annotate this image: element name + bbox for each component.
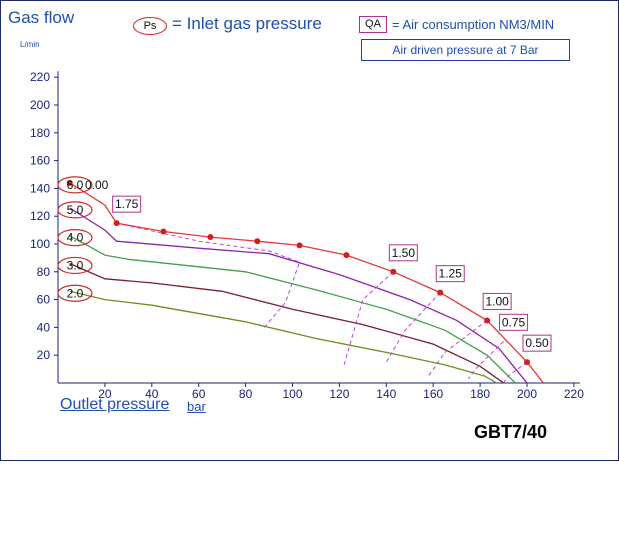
x-tick-label: 100	[282, 387, 302, 401]
ps-label-2.0: 2.0	[67, 286, 84, 300]
ps-label-5.0: 5.0	[67, 203, 84, 217]
qa-dashed-line-1.25	[385, 292, 441, 363]
y-tick-label: 220	[30, 70, 50, 84]
model-label: GBT7/40	[474, 422, 548, 442]
y-unit-label: L/min	[20, 40, 40, 49]
data-point-marker	[437, 289, 444, 296]
data-point-marker	[524, 359, 530, 366]
x-tick-label: 20	[98, 387, 112, 401]
ps-oval-2.0	[57, 284, 93, 302]
ps-label-4.0: 4.0	[67, 231, 84, 245]
x-axis-unit: bar	[187, 399, 206, 414]
series-line-4.0	[69, 235, 516, 384]
data-point-marker	[66, 179, 73, 186]
series-line-6.0	[69, 182, 544, 384]
qa-label-1.75: 1.75	[115, 197, 139, 211]
x-tick-label: 120	[329, 387, 349, 401]
x-tick-label: 180	[470, 387, 490, 401]
ps-oval-5.0	[57, 201, 93, 219]
y-tick-label: 180	[30, 126, 50, 140]
y-tick-label: 20	[37, 348, 51, 362]
ps-oval-3.0	[57, 256, 93, 275]
data-point-marker	[160, 228, 167, 235]
ps-label-6.0: 6.0	[67, 178, 84, 192]
x-axis-label: Outlet pressure	[60, 396, 170, 413]
x-tick-label: 60	[192, 387, 206, 401]
data-point-marker	[296, 242, 303, 249]
x-tick-label: 160	[423, 387, 443, 401]
ps-label-3.0: 3.0	[67, 258, 84, 272]
data-point-marker	[390, 268, 397, 275]
qa-dashed-line-1.50	[343, 271, 394, 366]
legend-qa-symbol: QA	[359, 16, 387, 33]
qa-label-0.50: 0.50	[525, 336, 549, 350]
x-tick-label: 80	[239, 387, 253, 401]
data-point-marker	[484, 317, 491, 324]
qa-box-1.25	[435, 265, 465, 283]
qa-label-1.50: 1.50	[392, 246, 416, 260]
extra-label: 0.00	[85, 178, 109, 192]
qa-label-0.75: 0.75	[502, 315, 526, 329]
legend-qa-text: = Air consumption NM3/MIN	[392, 17, 555, 32]
x-tick-label: 40	[145, 387, 159, 401]
data-point-marker	[343, 252, 350, 259]
series-line-3.0	[69, 262, 504, 384]
qa-box-1.75	[112, 195, 142, 213]
x-tick-label: 220	[564, 387, 584, 401]
ps-oval-4.0	[57, 229, 93, 247]
qa-label-1.25: 1.25	[439, 267, 463, 281]
chart-frame	[0, 0, 619, 461]
y-tick-label: 100	[30, 237, 50, 251]
y-tick-label: 200	[30, 98, 50, 112]
data-point-marker	[207, 234, 214, 241]
qa-box-0.50	[522, 334, 552, 352]
legend-ps-text: = Inlet gas pressure	[172, 14, 322, 33]
qa-dashed-line-0.50	[503, 361, 528, 384]
y-tick-label: 60	[37, 293, 51, 307]
qa-box-1.00	[482, 292, 512, 310]
series-line-5.0	[69, 207, 528, 384]
data-point-marker	[254, 238, 261, 245]
legend-ps-symbol: Ps	[133, 17, 167, 35]
qa-dashed-line-1.75	[116, 222, 301, 328]
x-tick-label: 200	[517, 387, 537, 401]
x-tick-label: 140	[376, 387, 396, 401]
y-tick-label: 40	[37, 320, 51, 334]
y-tick-label: 160	[30, 154, 50, 168]
qa-box-1.50	[388, 244, 418, 262]
y-tick-label: 80	[37, 265, 51, 279]
data-point-marker	[113, 220, 120, 227]
legend-driven-pressure: Air driven pressure at 7 Bar	[361, 39, 570, 61]
series-line-2.0	[69, 290, 497, 384]
qa-dashed-line-1.00	[428, 320, 488, 377]
qa-label-1.00: 1.00	[485, 294, 509, 308]
y-tick-label: 140	[30, 181, 50, 195]
chart-title: Gas flow	[8, 8, 75, 27]
qa-box-0.75	[499, 313, 529, 331]
ps-oval-6.0	[57, 176, 93, 194]
y-tick-label: 120	[30, 209, 50, 223]
